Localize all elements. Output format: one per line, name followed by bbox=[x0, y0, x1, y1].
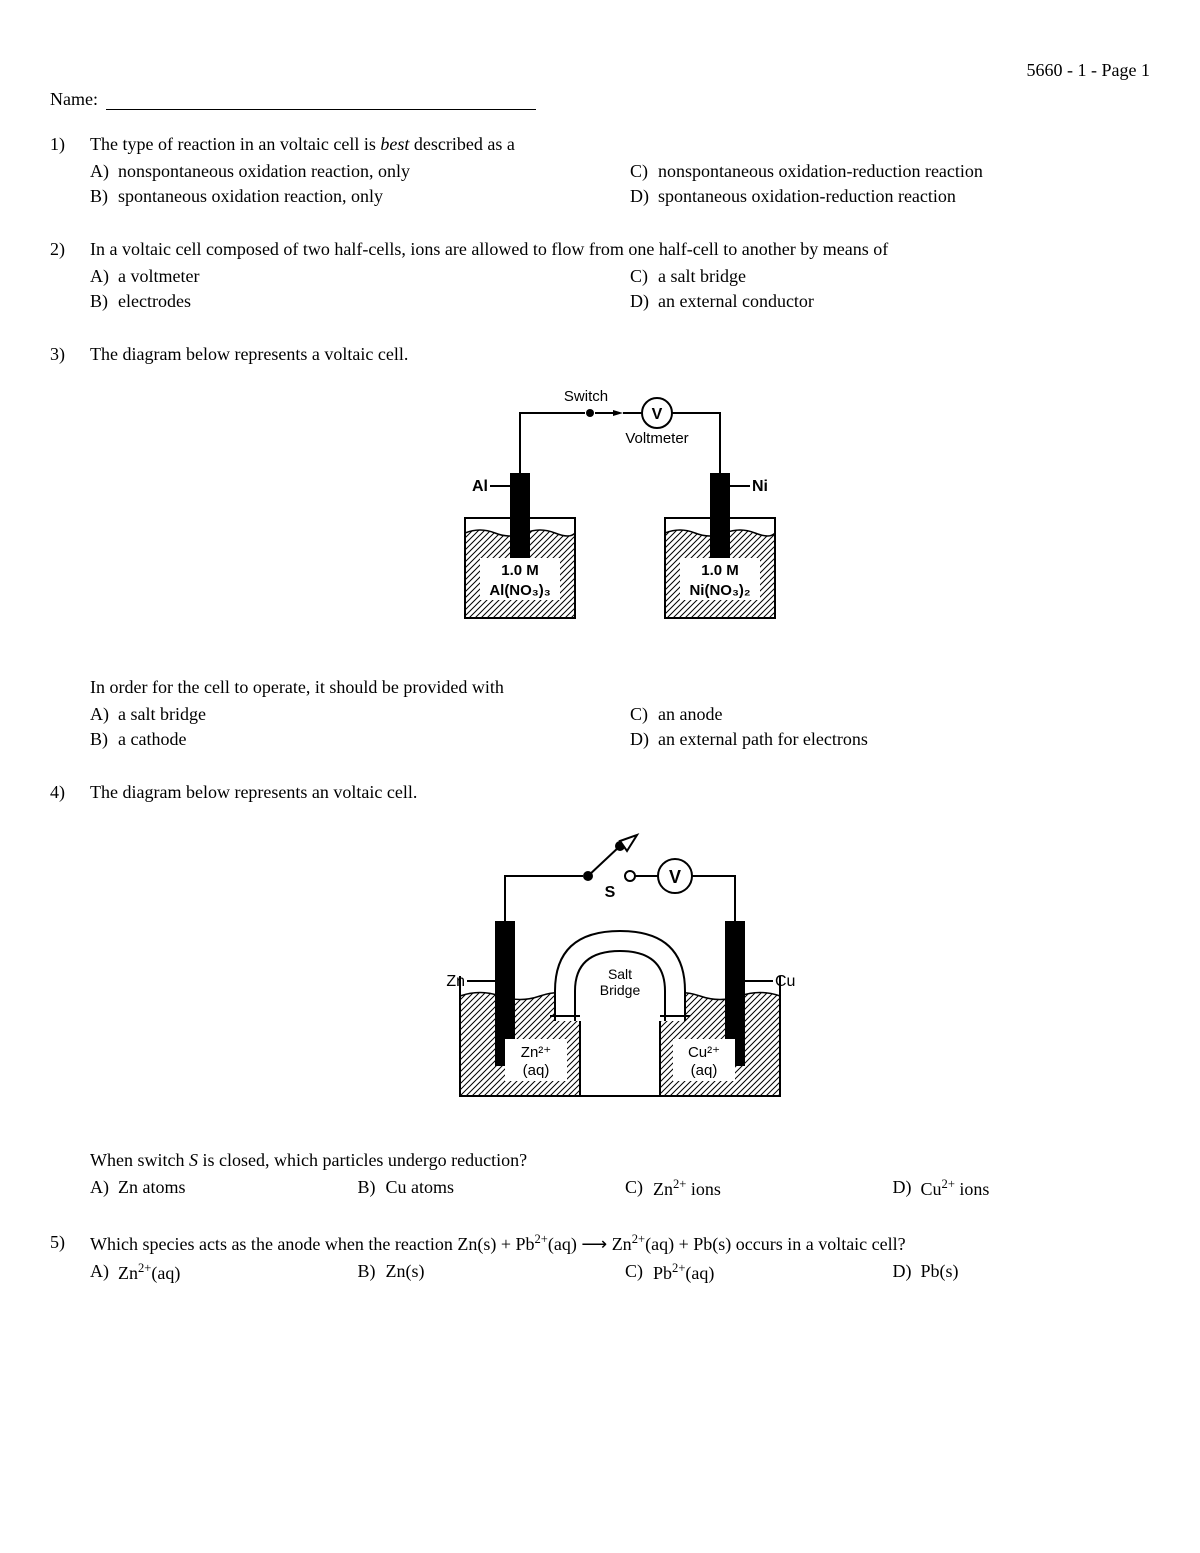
svg-text:Al: Al bbox=[472, 478, 488, 495]
choice-d: D)an external conductor bbox=[630, 291, 1150, 312]
question-stem: In a voltaic cell composed of two half-c… bbox=[90, 239, 1150, 260]
svg-text:S: S bbox=[605, 884, 616, 901]
question-stem: The diagram below represents a voltaic c… bbox=[90, 344, 1150, 365]
choice-c: C)Pb2+(aq) bbox=[625, 1261, 883, 1284]
choice-b: B)spontaneous oxidation reaction, only bbox=[90, 186, 610, 207]
svg-text:1.0 M: 1.0 M bbox=[501, 562, 539, 579]
question-stem: The diagram below represents an voltaic … bbox=[90, 782, 1150, 803]
choice-c: C)an anode bbox=[630, 704, 1150, 725]
question-number: 5) bbox=[50, 1232, 90, 1253]
choice-a: A)Zn atoms bbox=[90, 1177, 348, 1200]
voltaic-cell-diagram-2: V S Salt Bridge bbox=[90, 821, 1150, 1126]
name-line: Name: bbox=[50, 89, 1150, 110]
question-number: 3) bbox=[50, 344, 90, 365]
choice-d: D)Pb(s) bbox=[893, 1261, 1151, 1284]
svg-text:(aq): (aq) bbox=[523, 1062, 550, 1079]
svg-text:Salt: Salt bbox=[608, 966, 632, 982]
question-stem: The type of reaction in an voltaic cell … bbox=[90, 134, 1150, 155]
name-blank bbox=[106, 91, 536, 110]
svg-text:Bridge: Bridge bbox=[600, 982, 641, 998]
choice-a: A)a voltmeter bbox=[90, 266, 610, 287]
choice-c: C)a salt bridge bbox=[630, 266, 1150, 287]
choice-b: B)Cu atoms bbox=[358, 1177, 616, 1200]
choice-b: B)a cathode bbox=[90, 729, 610, 750]
choice-c: C)nonspontaneous oxidation-reduction rea… bbox=[630, 161, 1150, 182]
svg-text:V: V bbox=[669, 867, 681, 887]
svg-text:Ni(NO₃)₂: Ni(NO₃)₂ bbox=[689, 582, 750, 599]
question-2: 2) In a voltaic cell composed of two hal… bbox=[50, 239, 1150, 312]
svg-text:(aq): (aq) bbox=[691, 1062, 718, 1079]
choice-a: A)nonspontaneous oxidation reaction, onl… bbox=[90, 161, 610, 182]
question-number: 4) bbox=[50, 782, 90, 803]
question-3: 3) The diagram below represents a voltai… bbox=[50, 344, 1150, 750]
svg-text:Cu²⁺: Cu²⁺ bbox=[688, 1044, 720, 1061]
choice-d: D)spontaneous oxidation-reduction reacti… bbox=[630, 186, 1150, 207]
choice-d: D)an external path for electrons bbox=[630, 729, 1150, 750]
svg-text:1.0 M: 1.0 M bbox=[701, 562, 739, 579]
question-number: 2) bbox=[50, 239, 90, 260]
choice-a: A)a salt bridge bbox=[90, 704, 610, 725]
question-4: 4) The diagram below represents an volta… bbox=[50, 782, 1150, 1200]
voltaic-cell-diagram-1: V Switch Voltmeter Al 1.0 M Al bbox=[90, 383, 1150, 653]
svg-text:Ni: Ni bbox=[752, 478, 768, 495]
svg-text:Switch: Switch bbox=[564, 388, 608, 405]
svg-text:Zn: Zn bbox=[446, 973, 465, 990]
svg-text:Zn²⁺: Zn²⁺ bbox=[521, 1044, 551, 1061]
question-prompt: In order for the cell to operate, it sho… bbox=[90, 677, 1150, 698]
choice-a: A)Zn2+(aq) bbox=[90, 1261, 348, 1284]
choice-b: B)electrodes bbox=[90, 291, 610, 312]
name-label: Name: bbox=[50, 89, 98, 109]
choice-c: C)Zn2+ ions bbox=[625, 1177, 883, 1200]
page-id: 5660 - 1 - Page 1 bbox=[50, 60, 1150, 81]
svg-text:Al(NO₃)₃: Al(NO₃)₃ bbox=[489, 582, 550, 599]
choice-b: B)Zn(s) bbox=[358, 1261, 616, 1284]
question-number: 1) bbox=[50, 134, 90, 155]
question-stem: Which species acts as the anode when the… bbox=[90, 1232, 1150, 1255]
question-1: 1) The type of reaction in an voltaic ce… bbox=[50, 134, 1150, 207]
question-prompt: When switch S is closed, which particles… bbox=[90, 1150, 1150, 1171]
svg-text:Voltmeter: Voltmeter bbox=[625, 430, 688, 447]
svg-text:V: V bbox=[652, 406, 663, 423]
choice-d: D)Cu2+ ions bbox=[893, 1177, 1151, 1200]
svg-text:Cu: Cu bbox=[775, 973, 795, 990]
question-5: 5) Which species acts as the anode when … bbox=[50, 1232, 1150, 1284]
